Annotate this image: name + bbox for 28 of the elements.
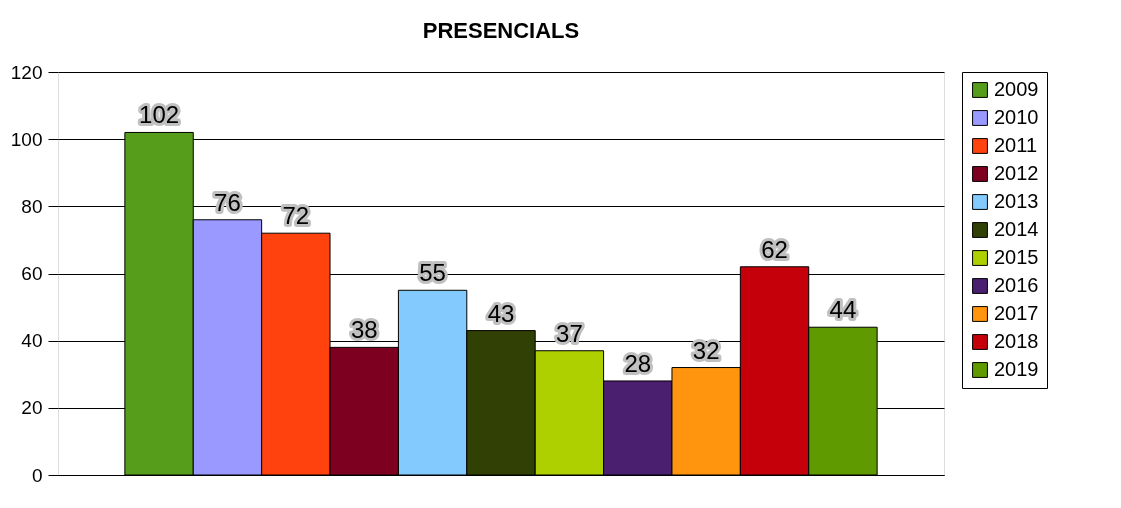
legend-label: 2016 <box>994 274 1039 296</box>
data-label: 62 <box>761 235 788 263</box>
legend-label: 2013 <box>994 190 1039 212</box>
y-tick-label: 20 <box>21 397 43 419</box>
data-label: 38 <box>350 316 378 344</box>
y-tick-label: 60 <box>21 263 43 284</box>
legend-label: 2017 <box>994 302 1039 324</box>
y-tick-label: 100 <box>10 128 43 150</box>
data-label: 43 <box>487 299 515 327</box>
data-label: 37 <box>556 319 583 347</box>
y-tick-label: 40 <box>21 330 43 352</box>
legend-label: 2012 <box>994 162 1039 184</box>
data-label: 32 <box>692 336 720 364</box>
data-label: 44 <box>829 296 857 324</box>
y-tick-label: 120 <box>10 61 43 83</box>
legend-label: 2019 <box>994 358 1039 380</box>
legend-label: 2014 <box>994 218 1039 240</box>
legend-label: 2018 <box>994 330 1039 352</box>
y-tick-label: 80 <box>21 195 43 217</box>
y-tick-label: 0 <box>31 464 43 486</box>
legend-label: 2009 <box>994 78 1039 100</box>
legend-label: 2010 <box>994 106 1039 128</box>
legend-label: 2015 <box>994 246 1039 268</box>
data-label: 28 <box>624 349 652 377</box>
legend-label: 2011 <box>994 134 1038 156</box>
chart-title: PRESENCIALS <box>422 18 580 43</box>
data-label: 72 <box>282 202 310 230</box>
data-label: 102 <box>139 101 180 129</box>
